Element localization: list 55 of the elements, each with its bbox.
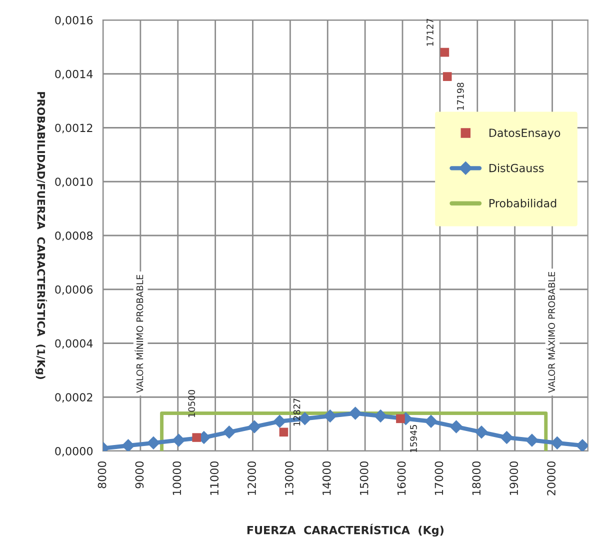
legend-label: DistGauss: [490, 164, 544, 172]
y-tick-label: 0,0004: [55, 339, 93, 349]
annotation: 12827: [293, 398, 300, 426]
point: [348, 406, 362, 420]
y-tick-label: 0,0006: [55, 285, 93, 295]
point: [374, 410, 387, 422]
point: [147, 436, 160, 450]
y-tick-label: 0,0002: [55, 393, 92, 403]
point: [450, 420, 463, 434]
x-axis-title: FUERZA CARACTERÍSTICA (Kg): [247, 524, 444, 537]
point: [222, 426, 236, 439]
point: [526, 434, 538, 447]
y-tick-label: 0,0010: [55, 178, 93, 188]
y-tick-label: 0,0014: [55, 70, 93, 80]
annotation: 17198: [457, 82, 464, 110]
x-tick-label: 8000: [98, 461, 106, 488]
annotation: 17127: [426, 18, 434, 46]
x-tick-label: 19000: [510, 461, 518, 495]
point: [273, 414, 286, 428]
y-tick-label: 0,0008: [55, 231, 93, 242]
legend-label: DatosEnsayo: [490, 128, 560, 140]
x-tick-label: 18000: [472, 461, 481, 495]
x-tick-label: 17000: [434, 461, 444, 495]
y-axis-title: PROBABILIDAD/FUERZA CARACTERÍSTICA (1/Kg): [35, 92, 48, 379]
x-tick-label: 13000: [285, 461, 294, 495]
y-tick-label: 0,0016: [55, 16, 93, 26]
x-tick-label: 10000: [172, 461, 182, 495]
point: [576, 439, 588, 451]
point: [324, 410, 337, 422]
point: [500, 431, 514, 444]
y-tick-label: 0,0012: [55, 124, 92, 134]
x-tick-label: 11000: [210, 461, 219, 495]
x-tick-label: 16000: [397, 461, 406, 495]
point: [424, 414, 438, 428]
x-tick-label: 14000: [322, 461, 331, 495]
point: [440, 48, 450, 57]
annotation: 10500: [188, 390, 196, 418]
x-tick-label: 20000: [547, 461, 556, 496]
x-tick-label: 9000: [135, 461, 144, 488]
legend-label: Probabilidad: [490, 198, 556, 208]
y-tick-label: 0,0000: [55, 446, 93, 457]
x-tick-label: 12000: [248, 461, 256, 495]
annotation: VALOR MÍNIMO PROBABLE: [134, 274, 144, 393]
point: [279, 428, 288, 437]
point: [550, 436, 564, 450]
point: [442, 72, 452, 81]
point: [122, 439, 135, 451]
point: [192, 433, 201, 442]
annotation: VALOR MÁXIMO PROBABLE: [546, 272, 556, 393]
point: [396, 414, 405, 424]
point: [248, 420, 261, 434]
x-tick-label: 15000: [360, 461, 368, 495]
annotation: 15945: [410, 425, 417, 452]
point: [475, 426, 488, 439]
point: [172, 434, 186, 447]
